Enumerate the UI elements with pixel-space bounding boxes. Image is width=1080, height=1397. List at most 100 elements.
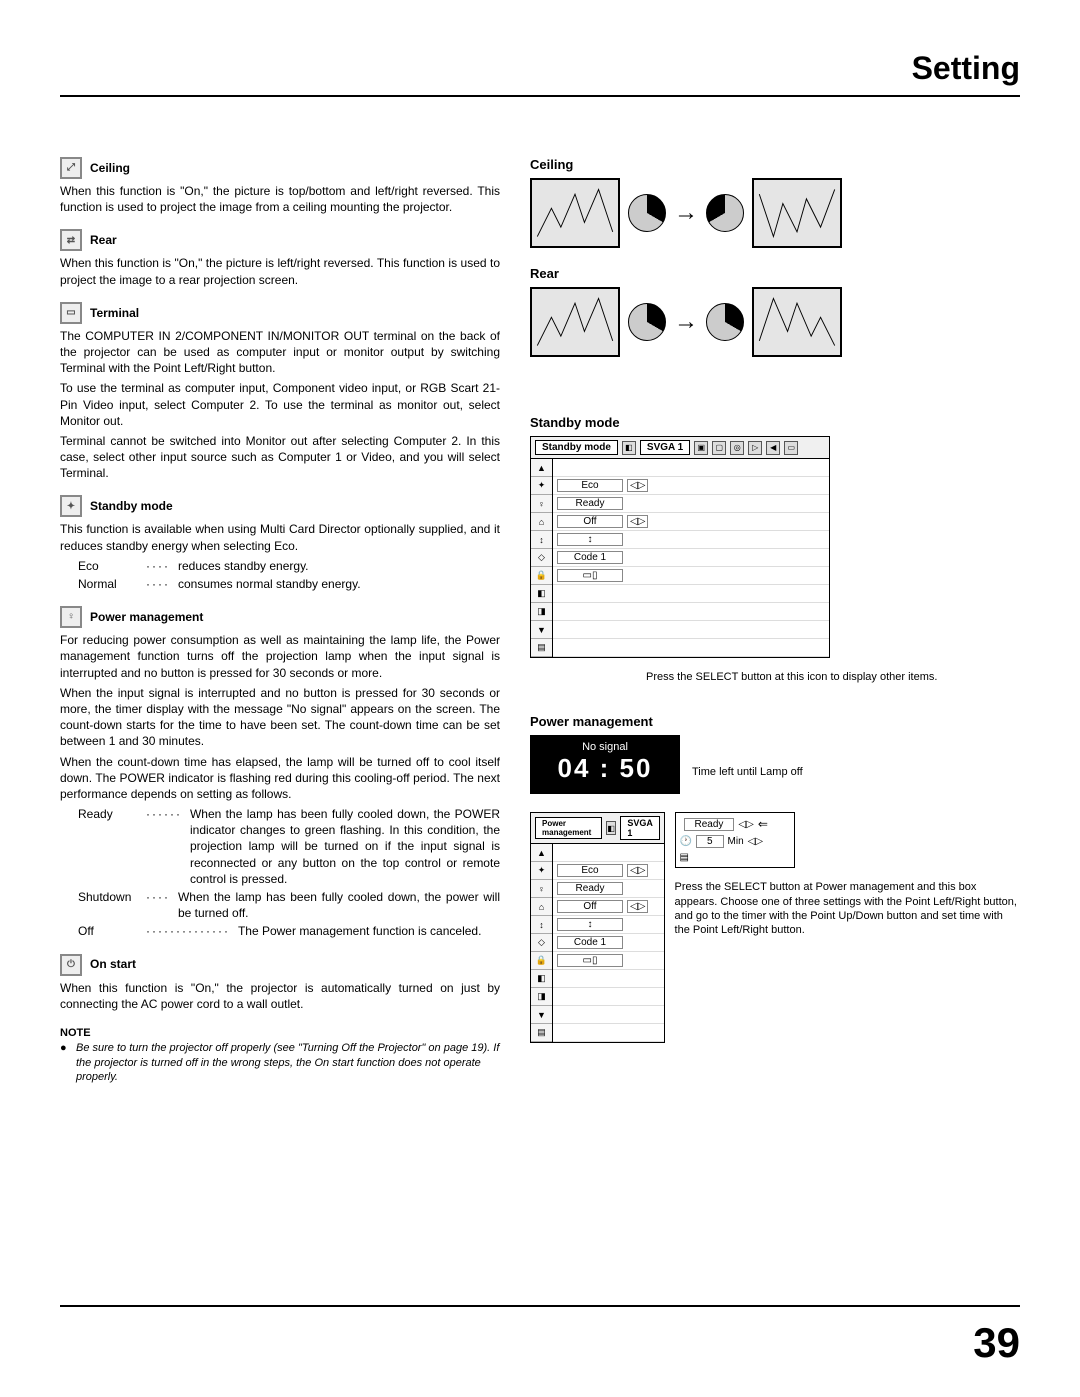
mini-icon: ▭ (784, 441, 798, 455)
rear-heading-label: Rear (90, 232, 117, 248)
lr-arrow-icon: ◁▷ (738, 819, 753, 830)
menu-cell-icon: ▼ (531, 621, 552, 639)
power-shutdown-row: Shutdown ···· When the lamp has been ful… (60, 889, 500, 921)
menu-cell-icon: 🔒 (531, 952, 552, 970)
menu-topbar: Standby mode ◧ SVGA 1 ▣ ▢ ◎ ▷ ◀ ▭ (531, 437, 829, 459)
rear-body: When this function is "On," the picture … (60, 255, 500, 287)
pie-icon (706, 194, 744, 232)
power-body3: When the count-down time has elapsed, th… (60, 754, 500, 803)
menu-value: Off (557, 515, 623, 528)
menu-cell-icon: ◧ (531, 585, 552, 603)
menu-cell-icon: ▤ (531, 639, 552, 657)
power-off-desc: The Power management function is cancele… (238, 923, 500, 939)
mini-icon: ▢ (712, 441, 726, 455)
menu-value: ▭▯ (557, 954, 623, 967)
standby-heading: ✦ Standby mode (60, 495, 500, 517)
standby-normal-label: Normal (78, 576, 138, 592)
bottom-rule (60, 1305, 1020, 1307)
pie-icon (628, 194, 666, 232)
note-body: ● Be sure to turn the projector off prop… (60, 1041, 500, 1086)
ceiling-diagram: → (530, 178, 1020, 248)
power-menu-panel: Power management ◧ SVGA 1 ▲ ✦ ♀ ⌂ ↕ ◇ 🔒 … (530, 812, 665, 1043)
menu-cell-icon: ◨ (531, 603, 552, 621)
power-off-row: Off ·············· The Power management … (60, 923, 500, 939)
standby-menu-label: Standby mode (530, 415, 1020, 430)
terminal-icon: ▭ (60, 302, 82, 324)
lr-arrow-icon: ◁▷ (627, 515, 648, 528)
nosignal-caption: Time left until Lamp off (692, 765, 803, 779)
rear-after-box (752, 287, 842, 357)
input-icon: ◧ (606, 821, 616, 835)
dots-sep: ···· (146, 889, 170, 921)
menu-value: Eco (557, 864, 623, 877)
menu-cell-icon: ▤ (531, 1024, 552, 1042)
submenu-min-value: 5 (696, 835, 724, 848)
back-icon: ▤ (680, 852, 689, 863)
rear-heading: ⇄ Rear (60, 229, 500, 251)
power-body2: When the input signal is interrupted and… (60, 685, 500, 750)
menu-value: Eco (557, 479, 623, 492)
ceiling-heading-label: Ceiling (90, 160, 130, 176)
bullet-icon: ● (60, 1041, 70, 1086)
standby-heading-label: Standby mode (90, 498, 173, 514)
power-diagram-label: Power management (530, 714, 1020, 729)
left-column: ⤢ Ceiling When this function is "On," th… (60, 157, 500, 1085)
menu-cell-icon: ◧ (531, 970, 552, 988)
menu-cell-icon: ♀ (531, 880, 552, 898)
menu-cell-icon: ⌂ (531, 513, 552, 531)
menu-cell-icon: 🔒 (531, 567, 552, 585)
dots-sep: ·············· (146, 923, 230, 939)
menu-cell-icon: ⌂ (531, 898, 552, 916)
power-shutdown-label: Shutdown (78, 889, 138, 921)
ceiling-heading: ⤢ Ceiling (60, 157, 500, 179)
menu-icon-column: ▲ ✦ ♀ ⌂ ↕ ◇ 🔒 ◧ ◨ ▼ ▤ (531, 844, 553, 1042)
nosignal-msg: No signal (538, 741, 672, 753)
menu-value: ↕ (557, 918, 623, 931)
power-ready-label: Ready (78, 806, 138, 887)
rear-diagram-label: Rear (530, 266, 1020, 281)
ceiling-icon: ⤢ (60, 157, 82, 179)
menu-mode: SVGA 1 (640, 440, 690, 455)
lr-arrow-icon: ◁▷ (748, 836, 763, 847)
menu-body: ▲ ✦ ♀ ⌂ ↕ ◇ 🔒 ◧ ◨ ▼ ▤ Eco◁▷ Ready Off◁▷ (531, 459, 829, 657)
menu-title: Standby mode (535, 440, 618, 455)
title-rule (60, 95, 1020, 97)
onstart-body: When this function is "On," the projecto… (60, 980, 500, 1012)
onstart-icon: ⏻ (60, 954, 82, 976)
terminal-heading: ▭ Terminal (60, 302, 500, 324)
menu-cell-icon: ✦ (531, 862, 552, 880)
standby-body: This function is available when using Mu… (60, 521, 500, 553)
page-number: 39 (973, 1319, 1020, 1367)
menu-topbar: Power management ◧ SVGA 1 (531, 813, 664, 844)
ceiling-after-box (752, 178, 842, 248)
menu-cell-icon: ◇ (531, 934, 552, 952)
menu-value-column: Eco◁▷ Ready Off◁▷ ↕ Code 1 ▭▯ (553, 459, 829, 657)
nosignal-row: No signal 04 : 50 Time left until Lamp o… (530, 735, 1020, 794)
pie-icon (706, 303, 744, 341)
standby-eco-desc: reduces standby energy. (178, 558, 500, 574)
menu-cell-icon: ↕ (531, 916, 552, 934)
terminal-body1: The COMPUTER IN 2/COMPONENT IN/MONITOR O… (60, 328, 500, 377)
menu-cell-icon: ♀ (531, 495, 552, 513)
power-ready-row: Ready ······ When the lamp has been full… (60, 806, 500, 887)
nosignal-time: 04 : 50 (538, 753, 672, 784)
power-icon: ♀ (60, 606, 82, 628)
terminal-heading-label: Terminal (90, 305, 139, 321)
menu-icon-column: ▲ ✦ ♀ ⌂ ↕ ◇ 🔒 ◧ ◨ ▼ ▤ (531, 459, 553, 657)
power-shutdown-desc: When the lamp has been fully cooled down… (178, 889, 500, 921)
menu-cell-icon: ◇ (531, 549, 552, 567)
menu-cell-icon: ▼ (531, 1006, 552, 1024)
menu-value-column: Eco◁▷ Ready Off◁▷ ↕ Code 1 ▭▯ (553, 844, 664, 1042)
menu-cell-icon: ↕ (531, 531, 552, 549)
dots-sep: ···· (146, 576, 170, 592)
clock-icon: 🕐 (680, 836, 692, 847)
arrow-right-icon: → (674, 199, 698, 227)
right-column: Ceiling → Rear → Standby mode (530, 157, 1020, 1085)
lr-arrow-icon: ◁▷ (627, 900, 648, 913)
standby-caption: Press the SELECT button at this icon to … (646, 670, 937, 684)
power-submenu-caption: Press the SELECT button at Power managem… (675, 880, 1020, 937)
menu-body: ▲ ✦ ♀ ⌂ ↕ ◇ 🔒 ◧ ◨ ▼ ▤ Eco ◁▷ (531, 844, 664, 1042)
standby-icon: ✦ (60, 495, 82, 517)
pie-icon (628, 303, 666, 341)
menu-cell-icon: ◨ (531, 988, 552, 1006)
